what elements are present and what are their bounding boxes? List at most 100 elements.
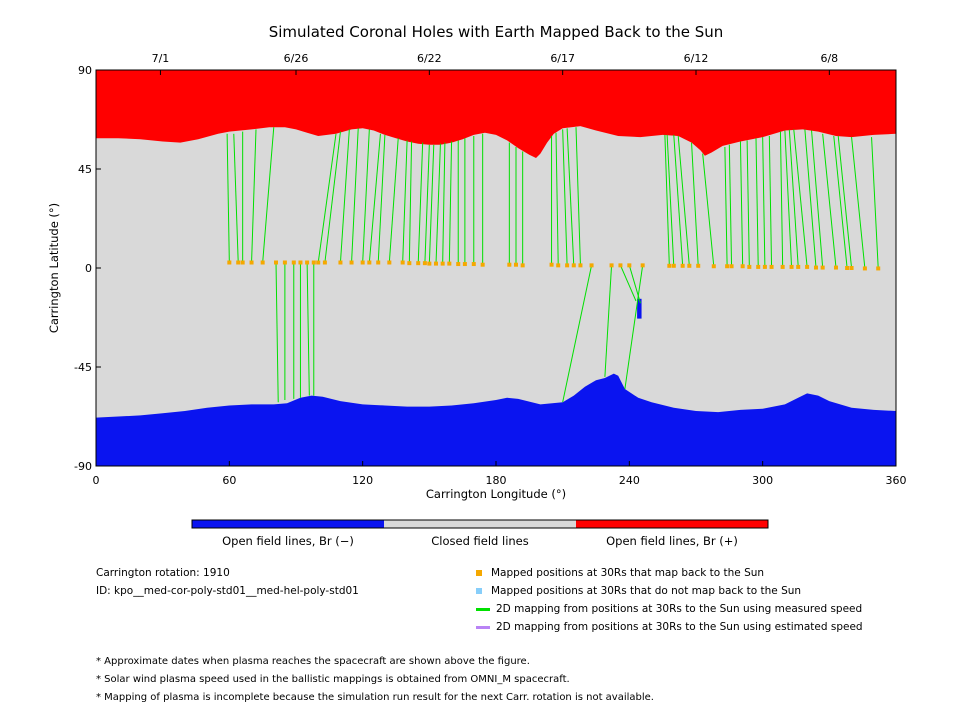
- x-axis-title: Carrington Longitude (°): [426, 487, 566, 501]
- mapping-line: [624, 265, 644, 390]
- y-tick-label: -45: [74, 361, 92, 374]
- mapped-point: [227, 260, 232, 265]
- x-tick-label: 360: [886, 474, 907, 487]
- mapped-point: [360, 260, 365, 265]
- x-tick-label: 60: [222, 474, 236, 487]
- mapping-line: [822, 133, 837, 268]
- small-open-patch: [637, 298, 642, 319]
- mapped-point: [571, 263, 576, 268]
- mapped-point: [440, 261, 445, 266]
- mapped-point: [514, 262, 518, 267]
- mapping-line: [604, 265, 613, 377]
- x-tick-label: 300: [752, 474, 773, 487]
- legend-swatch-measured: [476, 607, 490, 611]
- legend-mapped: Mapped positions at 30Rs that map back t…: [476, 566, 764, 580]
- mapping-line: [324, 131, 341, 263]
- mapped-point: [456, 262, 461, 267]
- mapped-point: [618, 263, 623, 268]
- legend-label-mapped: Mapped positions at 30Rs that map back t…: [491, 567, 765, 579]
- colorbar-label-positive: Open field lines, Br (+): [606, 534, 738, 548]
- mapping-line: [275, 262, 279, 403]
- mapped-point: [747, 264, 752, 269]
- mapped-point: [609, 263, 614, 268]
- mapped-point: [740, 264, 745, 269]
- mapping-line: [702, 153, 715, 267]
- mapped-point: [407, 261, 412, 266]
- mapping-line: [339, 129, 350, 263]
- legend-label-not-mapped: Mapped positions at 30Rs that do not map…: [491, 585, 802, 597]
- colorbar-open-negative: [192, 520, 384, 528]
- mapping-line: [251, 129, 257, 263]
- x-tick-label: 240: [619, 474, 640, 487]
- mapped-point: [236, 260, 241, 265]
- mapped-point: [349, 260, 354, 265]
- x-tick-label: 0: [93, 474, 100, 487]
- mapped-point: [762, 264, 767, 269]
- mapping-line: [762, 137, 766, 267]
- mapped-point: [274, 260, 278, 265]
- mapped-point: [367, 260, 372, 265]
- mapped-point: [305, 260, 310, 265]
- mapped-point: [322, 260, 327, 265]
- mapping-line: [351, 128, 359, 263]
- colorbar: Open field lines, Br (−) Closed field lin…: [191, 519, 769, 548]
- mapping-line: [673, 134, 684, 266]
- mapping-line: [691, 142, 699, 266]
- date-tick-label: 6/12: [684, 52, 709, 65]
- mapping-line: [377, 134, 386, 263]
- run-id-label: ID: kpo__med-cor-poly-std01__med-hel-pol…: [96, 585, 359, 597]
- note-dates: * Approximate dates when plasma reaches …: [96, 656, 530, 667]
- mapped-point: [291, 260, 296, 265]
- mapped-point: [711, 264, 716, 269]
- mapped-point: [845, 266, 850, 270]
- mapped-point: [520, 263, 525, 268]
- mapping-line: [362, 129, 370, 263]
- mapping-line: [555, 132, 559, 266]
- mapped-point: [671, 263, 676, 268]
- y-axis-title: Carrington Latitude (°): [47, 203, 61, 333]
- colorbar-label-closed: Closed field lines: [431, 534, 529, 548]
- mapping-line: [562, 265, 593, 403]
- mapped-point: [282, 260, 287, 265]
- colorbar-closed: [384, 520, 576, 528]
- mapping-line: [804, 129, 817, 268]
- x-tick-label: 180: [486, 474, 507, 487]
- mapped-point: [565, 263, 570, 268]
- date-tick-label: 6/22: [417, 52, 442, 65]
- mapped-point: [434, 261, 438, 266]
- mapping-line: [837, 135, 853, 269]
- mapped-point: [556, 263, 561, 268]
- date-tick-label: 6/26: [284, 52, 309, 65]
- mapping-line: [442, 142, 446, 264]
- mapping-line: [779, 131, 784, 267]
- mapped-point: [249, 260, 254, 265]
- mapped-point: [298, 260, 303, 265]
- x-tick-label: 120: [352, 474, 373, 487]
- mapping-line: [619, 265, 637, 302]
- mapped-point: [507, 262, 512, 267]
- mapped-point: [376, 260, 381, 265]
- mapping-line: [435, 143, 441, 264]
- colorbar-label-negative: Open field lines, Br (−): [222, 534, 354, 548]
- mapped-point: [780, 264, 785, 269]
- y-tick-label: 90: [78, 64, 92, 77]
- note-speed: * Solar wind plasma speed used in the ba…: [96, 674, 570, 685]
- mapped-point: [578, 263, 583, 268]
- mapped-point: [427, 261, 432, 266]
- open-field-negative-region: [96, 373, 896, 466]
- y-tick-label: 45: [78, 163, 92, 176]
- mapped-point: [687, 263, 692, 268]
- mapping-line: [448, 141, 453, 264]
- mapped-point: [240, 260, 245, 265]
- mapped-point: [696, 263, 701, 268]
- mapped-point: [311, 260, 316, 265]
- date-tick-label: 6/17: [550, 52, 575, 65]
- mapping-line: [811, 130, 824, 268]
- mapped-point: [589, 263, 594, 268]
- mapping-line: [871, 137, 879, 269]
- mapped-point: [480, 262, 485, 267]
- mapping-line: [851, 137, 866, 269]
- mapping-line: [388, 138, 399, 263]
- mapped-point: [447, 261, 452, 266]
